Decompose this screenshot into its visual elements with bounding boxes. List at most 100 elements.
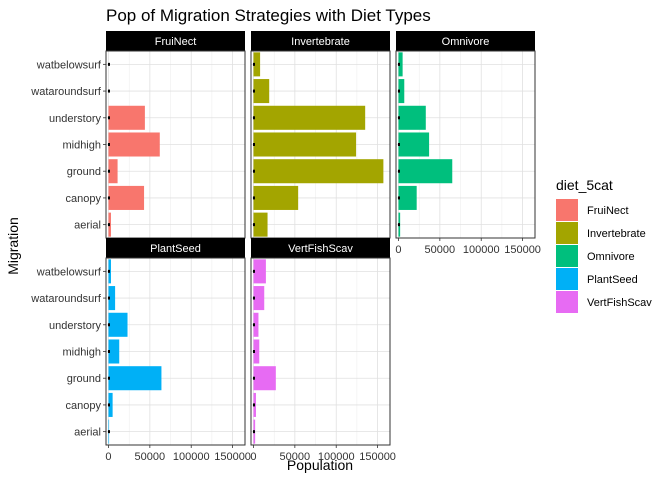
bar-vertfishscav-watbelowsurf (253, 259, 266, 284)
bar-plantseed-ground (108, 366, 162, 391)
bar-invertebrate-watbelowsurf (253, 52, 261, 77)
facet-strip-label: Omnivore (442, 36, 490, 48)
zero-marker (397, 169, 400, 173)
zero-marker (107, 376, 110, 380)
bar-omnivore-midhigh (398, 132, 430, 157)
facet-strip (251, 31, 390, 51)
zero-marker (107, 89, 110, 93)
zero-marker (252, 169, 255, 173)
zero-marker (107, 350, 110, 353)
x-tick-label: 50000 (280, 451, 311, 463)
bar-invertebrate-ground (253, 159, 384, 184)
bar-omnivore-ground (398, 159, 453, 184)
zero-marker (252, 376, 255, 380)
legend-key-omnivore (556, 245, 578, 267)
zero-marker (107, 116, 110, 120)
y-tick-label: wataroundsurf (30, 293, 102, 305)
bar-vertfishscav-understory (253, 312, 259, 337)
x-tick-label: 100000 (318, 451, 355, 463)
legend-label: FruiNect (587, 205, 629, 217)
x-tick-label: 0 (250, 451, 256, 463)
zero-marker (252, 403, 255, 407)
zero-marker (107, 323, 110, 327)
panel-border (250, 257, 391, 446)
x-tick-label: 50000 (425, 244, 456, 256)
legend-key-invertebrate (556, 222, 578, 244)
zero-marker (397, 89, 400, 93)
y-tick-label: wataroundsurf (30, 86, 102, 98)
facet-strip-label: FruiNect (155, 36, 197, 48)
legend-key-plantseed (556, 268, 578, 290)
x-tick-label: 100000 (463, 244, 500, 256)
facet-strip-label: PlantSeed (150, 243, 201, 255)
x-tick-label: 150000 (504, 244, 541, 256)
zero-marker (252, 430, 255, 434)
facet-strip-label: VertFishScav (288, 243, 353, 255)
y-tick-label: watbelowsurf (36, 266, 102, 278)
legend: diet_5cat FruiNect Invertebrate Omnivore Pl… (556, 177, 652, 313)
zero-marker (107, 269, 110, 273)
panel-omnivore: Omnivore 0 50000 100000 150000 (395, 31, 541, 256)
y-tick-label: ground (67, 373, 101, 385)
panel-plantseed: PlantSeed watbelowsurf wataroundsurf unders… (30, 238, 251, 463)
y-tick-label: canopy (66, 193, 102, 205)
bar-omnivore-watbelowsurf (398, 52, 403, 77)
facet-strip (106, 31, 245, 51)
panel-vertfishscav: VertFishScav 0 50000 100000 150000 (250, 238, 396, 463)
zero-marker (252, 143, 255, 146)
zero-marker (107, 62, 110, 66)
x-axis-title: Population (287, 457, 353, 473)
zero-marker (107, 143, 110, 146)
panel-border (395, 50, 536, 239)
bar-fruinect-understory (108, 105, 145, 130)
zero-marker (252, 89, 255, 93)
zero-marker (252, 196, 255, 200)
zero-marker (252, 269, 255, 273)
x-tick-label: 50000 (135, 451, 166, 463)
zero-marker (107, 196, 110, 200)
bar-omnivore-canopy (398, 185, 417, 210)
bar-omnivore-understory (398, 105, 426, 130)
y-axis-title: Migration (5, 217, 21, 275)
bar-invertebrate-midhigh (253, 132, 357, 157)
facet-panels: FruiNect watbelowsurf wataroundsurf underst… (30, 31, 541, 463)
legend-label: VertFishScav (587, 297, 652, 309)
y-tick-label: ground (67, 166, 101, 178)
zero-marker (252, 223, 255, 227)
y-tick-label: aerial (74, 427, 101, 439)
zero-marker (397, 116, 400, 120)
bar-fruinect-canopy (108, 185, 145, 210)
bar-plantseed-understory (108, 312, 128, 337)
legend-key-vertfishscav (556, 291, 578, 313)
bar-vertfishscav-ground (253, 366, 276, 391)
facet-strip (396, 31, 535, 51)
zero-marker (397, 143, 400, 146)
bar-plantseed-canopy (108, 392, 113, 417)
facet-strip-label: Invertebrate (291, 36, 350, 48)
zero-marker (107, 430, 110, 434)
bar-invertebrate-wataroundsurf (253, 79, 270, 104)
bar-plantseed-wataroundsurf (108, 286, 116, 311)
panel-invertebrate: Invertebrate (250, 31, 391, 239)
facet-strip (251, 238, 390, 258)
bar-invertebrate-canopy (253, 185, 299, 210)
x-tick-label: 150000 (359, 451, 396, 463)
y-tick-label: midhigh (62, 140, 101, 152)
zero-marker (397, 223, 400, 227)
legend-label: Omnivore (587, 251, 635, 263)
legend-key-fruinect (556, 199, 578, 221)
zero-marker (397, 196, 400, 200)
panel-fruinect: FruiNect watbelowsurf wataroundsurf underst… (30, 31, 246, 239)
x-tick-label: 100000 (173, 451, 210, 463)
chart-title: Pop of Migration Strategies with Diet Ty… (106, 6, 431, 25)
zero-marker (252, 323, 255, 327)
y-tick-label: understory (49, 113, 101, 125)
bar-invertebrate-understory (253, 105, 366, 130)
zero-marker (107, 403, 110, 407)
bar-plantseed-midhigh (108, 339, 120, 364)
zero-marker (397, 62, 400, 66)
y-tick-label: understory (49, 320, 101, 332)
x-tick-label: 150000 (214, 451, 251, 463)
y-tick-label: aerial (74, 220, 101, 232)
